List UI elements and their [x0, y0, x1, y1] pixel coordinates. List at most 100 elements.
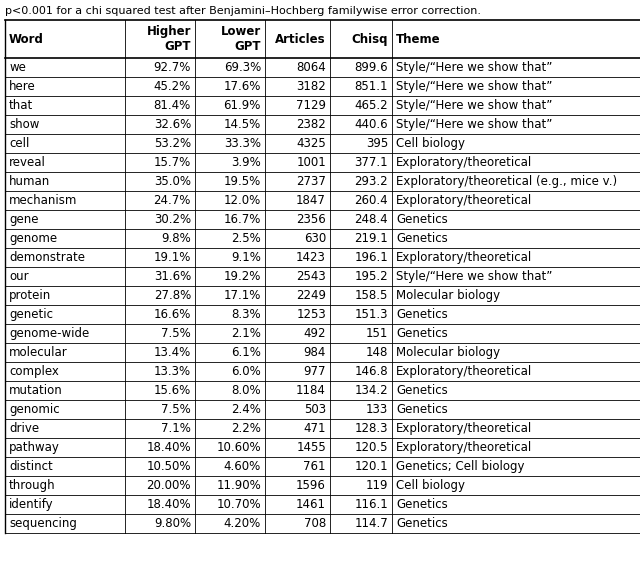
Text: 2543: 2543	[296, 270, 326, 283]
Text: 2737: 2737	[296, 175, 326, 188]
Text: 16.7%: 16.7%	[223, 213, 261, 226]
Text: Exploratory/theoretical (e.g., mice v.): Exploratory/theoretical (e.g., mice v.)	[396, 175, 617, 188]
Text: 20.00%: 20.00%	[147, 479, 191, 492]
Text: 16.6%: 16.6%	[154, 308, 191, 321]
Text: Style/“Here we show that”: Style/“Here we show that”	[396, 118, 552, 131]
Text: 69.3%: 69.3%	[224, 61, 261, 74]
Text: human: human	[9, 175, 51, 188]
Text: 18.40%: 18.40%	[147, 441, 191, 454]
Text: 977: 977	[303, 365, 326, 378]
Text: 9.8%: 9.8%	[161, 232, 191, 245]
Text: 761: 761	[303, 460, 326, 473]
Text: 31.6%: 31.6%	[154, 270, 191, 283]
Text: 45.2%: 45.2%	[154, 80, 191, 93]
Text: 151.3: 151.3	[355, 308, 388, 321]
Text: 19.1%: 19.1%	[154, 251, 191, 264]
Text: Molecular biology: Molecular biology	[396, 289, 500, 302]
Text: Exploratory/theoretical: Exploratory/theoretical	[396, 251, 532, 264]
Text: 377.1: 377.1	[355, 156, 388, 169]
Text: 219.1: 219.1	[355, 232, 388, 245]
Text: here: here	[9, 80, 36, 93]
Text: 32.6%: 32.6%	[154, 118, 191, 131]
Text: 53.2%: 53.2%	[154, 137, 191, 150]
Text: p<0.001 for a chi squared test after Benjamini–Hochberg familywise error correct: p<0.001 for a chi squared test after Ben…	[5, 6, 481, 16]
Text: 1461: 1461	[296, 498, 326, 511]
Text: drive: drive	[9, 422, 39, 435]
Text: Genetics: Genetics	[396, 384, 448, 397]
Text: 27.8%: 27.8%	[154, 289, 191, 302]
Text: Articles: Articles	[275, 32, 326, 46]
Text: 492: 492	[303, 327, 326, 340]
Text: 151: 151	[365, 327, 388, 340]
Text: 1847: 1847	[296, 194, 326, 207]
Text: 395: 395	[365, 137, 388, 150]
Text: 1423: 1423	[296, 251, 326, 264]
Text: genome: genome	[9, 232, 57, 245]
Text: 708: 708	[304, 517, 326, 530]
Text: Genetics; Cell biology: Genetics; Cell biology	[396, 460, 525, 473]
Text: Word: Word	[9, 32, 44, 46]
Text: 248.4: 248.4	[355, 213, 388, 226]
Text: 1455: 1455	[296, 441, 326, 454]
Text: Style/“Here we show that”: Style/“Here we show that”	[396, 80, 552, 93]
Text: 2382: 2382	[296, 118, 326, 131]
Text: 8.0%: 8.0%	[232, 384, 261, 397]
Text: 24.7%: 24.7%	[154, 194, 191, 207]
Text: Exploratory/theoretical: Exploratory/theoretical	[396, 194, 532, 207]
Text: 33.3%: 33.3%	[224, 137, 261, 150]
Text: genomic: genomic	[9, 403, 60, 416]
Text: 6.0%: 6.0%	[231, 365, 261, 378]
Text: 3182: 3182	[296, 80, 326, 93]
Text: 7129: 7129	[296, 99, 326, 112]
Text: 13.3%: 13.3%	[154, 365, 191, 378]
Text: 11.90%: 11.90%	[216, 479, 261, 492]
Text: 148: 148	[365, 346, 388, 359]
Text: Exploratory/theoretical: Exploratory/theoretical	[396, 365, 532, 378]
Text: 13.4%: 13.4%	[154, 346, 191, 359]
Text: Cell biology: Cell biology	[396, 137, 465, 150]
Text: 133: 133	[365, 403, 388, 416]
Text: 1001: 1001	[296, 156, 326, 169]
Text: through: through	[9, 479, 56, 492]
Text: 10.50%: 10.50%	[147, 460, 191, 473]
Text: cell: cell	[9, 137, 29, 150]
Text: 128.3: 128.3	[355, 422, 388, 435]
Text: 35.0%: 35.0%	[154, 175, 191, 188]
Text: Style/“Here we show that”: Style/“Here we show that”	[396, 270, 552, 283]
Text: 440.6: 440.6	[355, 118, 388, 131]
Text: 196.1: 196.1	[355, 251, 388, 264]
Text: 8.3%: 8.3%	[232, 308, 261, 321]
Text: 92.7%: 92.7%	[154, 61, 191, 74]
Text: 134.2: 134.2	[355, 384, 388, 397]
Text: Exploratory/theoretical: Exploratory/theoretical	[396, 156, 532, 169]
Text: molecular: molecular	[9, 346, 68, 359]
Text: 4325: 4325	[296, 137, 326, 150]
Text: 7.1%: 7.1%	[161, 422, 191, 435]
Text: 14.5%: 14.5%	[224, 118, 261, 131]
Text: genome-wide: genome-wide	[9, 327, 89, 340]
Text: 7.5%: 7.5%	[161, 327, 191, 340]
Text: Genetics: Genetics	[396, 517, 448, 530]
Text: we: we	[9, 61, 26, 74]
Text: 1184: 1184	[296, 384, 326, 397]
Text: 899.6: 899.6	[355, 61, 388, 74]
Text: demonstrate: demonstrate	[9, 251, 85, 264]
Text: Genetics: Genetics	[396, 327, 448, 340]
Text: Genetics: Genetics	[396, 308, 448, 321]
Text: 146.8: 146.8	[355, 365, 388, 378]
Text: protein: protein	[9, 289, 51, 302]
Text: Genetics: Genetics	[396, 232, 448, 245]
Text: Molecular biology: Molecular biology	[396, 346, 500, 359]
Text: 2249: 2249	[296, 289, 326, 302]
Text: 260.4: 260.4	[355, 194, 388, 207]
Text: 293.2: 293.2	[355, 175, 388, 188]
Text: 17.6%: 17.6%	[223, 80, 261, 93]
Text: 10.60%: 10.60%	[216, 441, 261, 454]
Text: Exploratory/theoretical: Exploratory/theoretical	[396, 441, 532, 454]
Text: Lower
GPT: Lower GPT	[221, 25, 261, 53]
Text: identify: identify	[9, 498, 54, 511]
Text: 15.7%: 15.7%	[154, 156, 191, 169]
Text: Genetics: Genetics	[396, 403, 448, 416]
Text: 7.5%: 7.5%	[161, 403, 191, 416]
Text: 2.2%: 2.2%	[231, 422, 261, 435]
